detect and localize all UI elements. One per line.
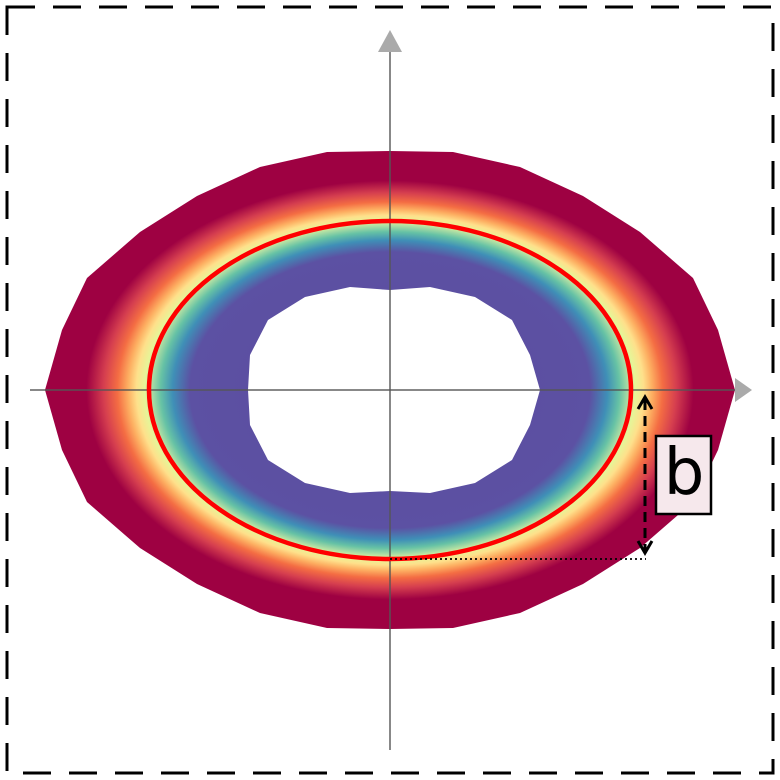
x-axis-arrowhead-icon	[735, 378, 752, 402]
measure-arrow-icon	[636, 394, 654, 556]
label-box	[654, 434, 713, 516]
y-axis-arrowhead-icon	[378, 30, 402, 52]
dashed-frame	[5, 5, 775, 775]
label-b: b	[664, 436, 705, 510]
